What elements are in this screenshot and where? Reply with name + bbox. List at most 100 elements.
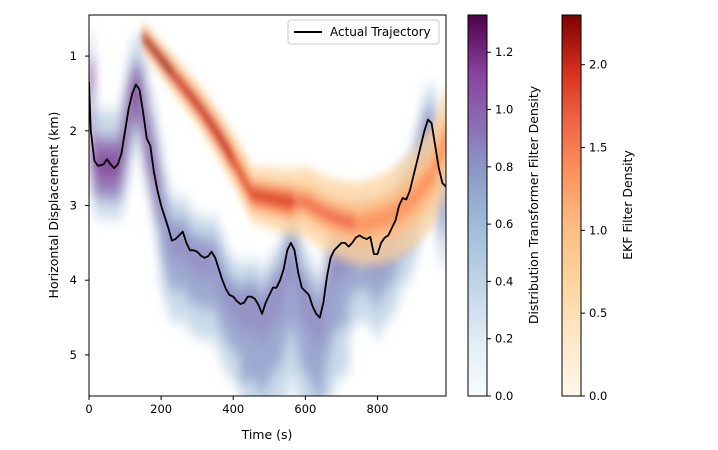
- ekf-density-core: [209, 118, 214, 129]
- ekf-density-core: [226, 145, 231, 157]
- x-tick-label: 800: [367, 402, 389, 416]
- ekf-density-core: [207, 115, 212, 126]
- ekf-density-core: [237, 164, 242, 176]
- ekf-density-core: [291, 194, 296, 210]
- ekf-density-core: [168, 65, 173, 74]
- ekf-density-core: [289, 194, 294, 209]
- ekf-density-core: [403, 194, 409, 216]
- x-axis-label: Time (s): [241, 427, 293, 442]
- ekf-density-core: [442, 132, 446, 156]
- ekf-density-core: [211, 121, 216, 132]
- colorbar-tick-label: 1.0: [589, 223, 607, 237]
- ekf-density-core: [280, 193, 285, 208]
- ekf-density-core: [295, 194, 300, 210]
- y-axis-label: Horizontal Displacement (km): [46, 112, 61, 299]
- colorbar-tick-label: 0.4: [495, 274, 513, 288]
- legend: Actual Trajectory: [287, 19, 440, 45]
- ekf-density-core: [256, 189, 261, 202]
- x-axis-ticks: 0 200 400 600 800: [85, 396, 388, 416]
- ekf-density-core: [241, 172, 246, 185]
- ekf-density-core: [410, 189, 415, 211]
- ekf-density-core: [310, 197, 316, 214]
- actual-trajectory-line: [89, 82, 446, 319]
- ekf-density-core: [427, 168, 432, 191]
- x-tick-label: 200: [150, 402, 172, 416]
- ekf-density-core: [174, 73, 179, 82]
- ekf-density-core: [224, 142, 229, 153]
- ekf-density-core: [375, 210, 380, 231]
- ekf-density-core: [343, 212, 348, 230]
- ekf-density-core: [319, 203, 324, 220]
- y-axis-ticks: 1 2 3 4 5: [70, 49, 89, 362]
- legend-label-actual-trajectory: Actual Trajectory: [330, 25, 431, 39]
- ekf-density-core: [228, 149, 233, 161]
- ekf-density-core: [371, 212, 376, 231]
- ekf-density-core: [267, 191, 272, 205]
- ekf-density-core: [250, 188, 255, 201]
- ekf-density-core: [232, 156, 238, 168]
- ekf-density-core: [269, 191, 274, 205]
- ekf-density-core: [181, 81, 186, 91]
- ekf-density-core: [157, 52, 162, 60]
- x-tick-label: 0: [85, 402, 92, 416]
- ekf-density-core: [421, 176, 426, 199]
- y-tick-label: 3: [70, 199, 77, 213]
- ekf-density-core: [315, 200, 320, 217]
- ekf-density-core: [187, 89, 192, 99]
- ekf-density-core: [200, 106, 205, 116]
- ekf-density-core: [148, 42, 153, 49]
- ekf-density-core: [282, 193, 287, 209]
- ekf-density-core: [362, 214, 367, 233]
- ekf-density-core: [377, 210, 383, 230]
- ekf-density-core: [358, 215, 363, 234]
- ekf-density-core: [382, 208, 387, 228]
- ekf-density-core: [159, 55, 164, 63]
- ekf-density-core: [293, 194, 298, 210]
- transformer-density-core: [89, 71, 93, 96]
- colorbar-tick-label: 0.0: [495, 389, 513, 403]
- ekf-density-core: [356, 214, 361, 233]
- x-tick-label: 600: [294, 402, 316, 416]
- ekf-density-core: [222, 138, 227, 150]
- ekf-density-core: [204, 112, 209, 123]
- ekf-density-core: [235, 160, 240, 172]
- ekf-density-core: [367, 213, 372, 232]
- colorbar-tick-label: 1.5: [589, 141, 607, 155]
- ekf-density-core: [161, 57, 166, 66]
- ekf-density-core: [248, 184, 253, 197]
- ekf-density-core: [429, 165, 435, 188]
- colorbar-transformer-label: Distribution Transformer Filter Density: [526, 85, 541, 324]
- colorbar-tick-label: 1.0: [495, 103, 513, 117]
- ekf-density-core: [321, 204, 326, 221]
- ekf-density-core: [150, 44, 155, 52]
- ekf-density-core: [276, 192, 281, 207]
- y-tick-label: 2: [70, 124, 77, 138]
- ekf-density-core: [345, 212, 350, 231]
- ekf-density-core: [146, 39, 151, 47]
- ekf-density-core: [163, 60, 168, 69]
- ekf-density-core: [380, 209, 385, 229]
- ekf-density-core: [215, 128, 220, 139]
- legend-box: [287, 19, 440, 45]
- y-tick-label: 4: [70, 273, 77, 287]
- ekf-density-core: [304, 194, 309, 210]
- ekf-density-core: [185, 86, 190, 96]
- ekf-density-core: [408, 191, 413, 213]
- ekf-density-core: [189, 92, 194, 102]
- ekf-density-core: [170, 68, 175, 77]
- ekf-density-core: [351, 213, 357, 232]
- colorbar-tick-label: 0.0: [589, 389, 607, 403]
- ekf-density-core: [388, 205, 393, 226]
- ekf-density-core: [302, 194, 307, 210]
- x-tick-label: 400: [222, 402, 244, 416]
- ekf-density-core: [308, 196, 313, 213]
- colorbar-ekf-label: EKF Filter Density: [620, 150, 635, 260]
- ekf-density-core: [191, 94, 197, 104]
- ekf-density-core: [347, 213, 352, 231]
- ekf-density-core: [336, 210, 341, 228]
- ekf-density-core: [349, 213, 354, 232]
- ekf-density-core: [183, 84, 188, 93]
- colorbar-transformer: 0.0 0.2 0.4 0.6 0.8 1.0 1.2 Distribution Trans…: [467, 14, 541, 403]
- ekf-density-core: [219, 135, 225, 146]
